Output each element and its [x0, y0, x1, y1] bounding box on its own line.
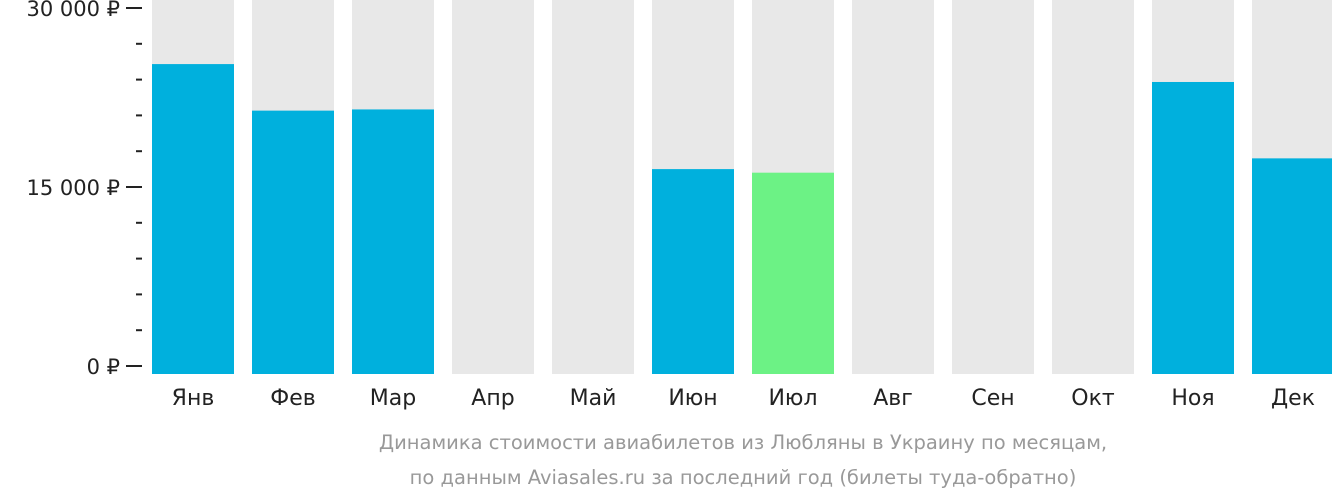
bar-7 [752, 172, 834, 374]
x-tick-label-11: Ноя [1171, 386, 1214, 411]
x-tick-label-2: Фев [270, 386, 315, 411]
background-bar-5 [552, 0, 634, 374]
bar-6 [652, 169, 734, 374]
x-tick-label-10: Окт [1071, 386, 1115, 411]
x-tick-label-12: Дек [1271, 386, 1315, 411]
background-bar-9 [952, 0, 1034, 374]
chart-caption-line-1: Динамика стоимости авиабилетов из Люблян… [378, 431, 1108, 454]
y-tick-label-1: 0 ₽ [87, 355, 120, 379]
x-tick-label-4: Апр [471, 386, 514, 411]
y-axis: 0 ₽ 15 000 ₽ 30 000 ₽ [26, 0, 142, 379]
bar-12 [1252, 158, 1332, 374]
x-tick-label-8: Авг [873, 386, 913, 411]
x-tick-label-9: Сен [971, 386, 1014, 411]
background-bar-4 [452, 0, 534, 374]
bar-2 [252, 110, 334, 375]
x-tick-label-5: Май [570, 386, 617, 411]
price-bar-chart: 0 ₽ 15 000 ₽ 30 000 ₽ Янв Фев Мар Апр Май Июн Ию… [26, 0, 1332, 411]
bar-3 [352, 109, 434, 374]
x-tick-label-3: Мар [370, 386, 416, 411]
x-tick-label-1: Янв [172, 386, 215, 411]
y-tick-label-2: 15 000 ₽ [26, 176, 120, 200]
background-bar-8 [852, 0, 934, 374]
data-bars [152, 64, 1332, 375]
chart-caption-line-2: по данным Aviasales.ru за последний год … [409, 466, 1077, 489]
bar-1 [152, 64, 234, 374]
background-bar-10 [1052, 0, 1134, 374]
y-tick-label-3: 30 000 ₽ [26, 0, 120, 21]
x-axis-labels: Янв Фев Мар Апр Май Июн Июл Авг Сен Окт Ноя Дек [172, 386, 1315, 411]
x-tick-label-6: Июн [668, 386, 717, 411]
bar-11 [1152, 81, 1234, 374]
x-tick-label-7: Июл [768, 386, 817, 411]
